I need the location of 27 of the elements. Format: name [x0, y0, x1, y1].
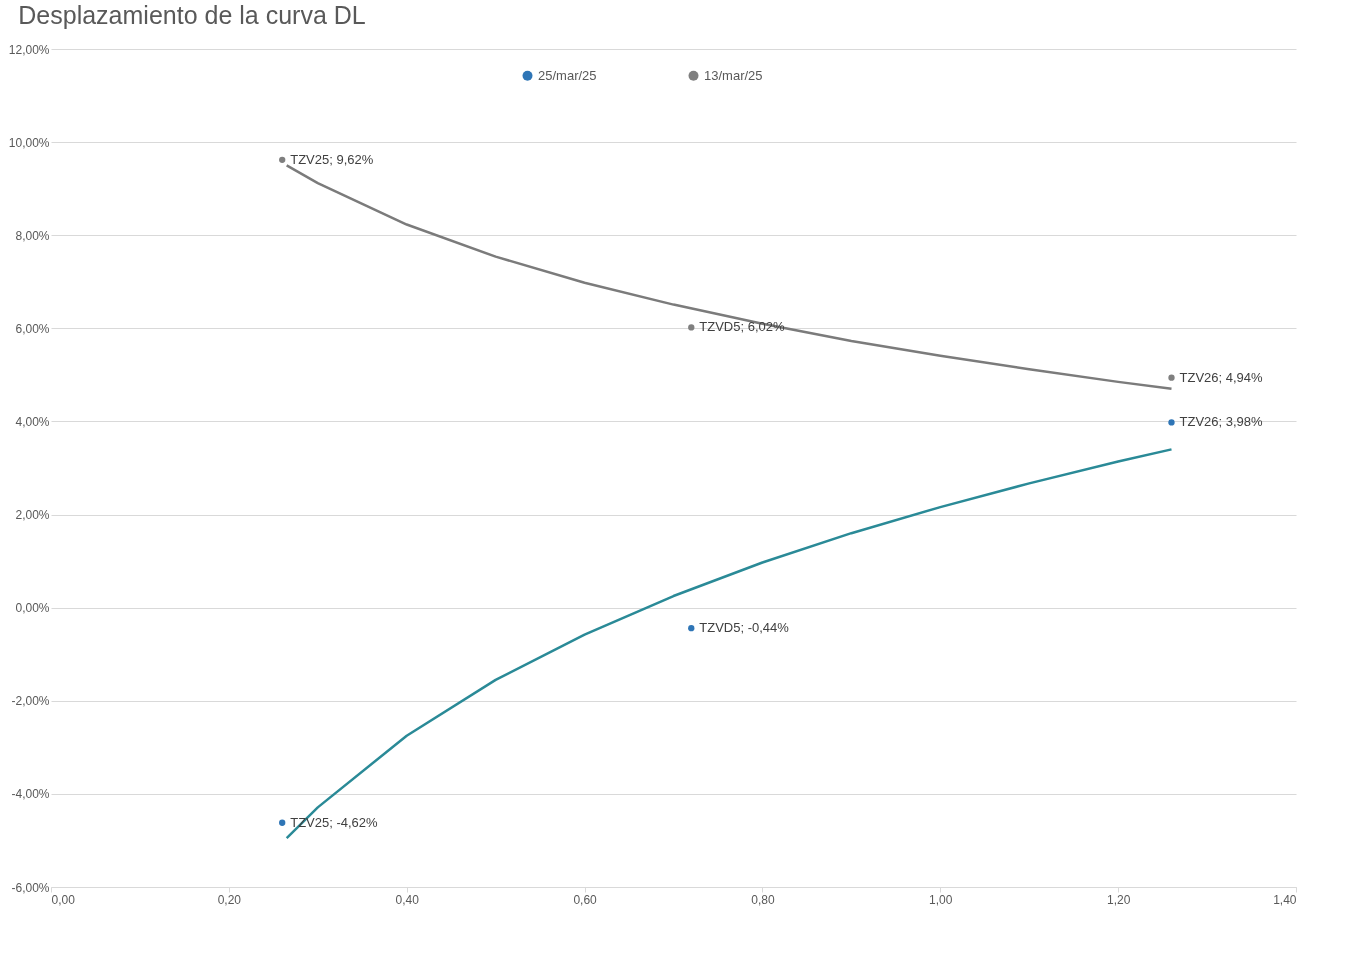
- y-tick-label: -6,00%: [11, 880, 50, 895]
- y-tick-label: 8,00%: [15, 228, 50, 243]
- y-tick-label: 2,00%: [15, 508, 50, 523]
- y-tick-label: 0,00%: [15, 601, 50, 616]
- y-tick-label: 12,00%: [8, 42, 50, 57]
- y-tick-label: 10,00%: [8, 135, 50, 150]
- x-tick-label: 0,40: [395, 892, 420, 907]
- y-tick-label: 4,00%: [15, 414, 50, 429]
- x-tick-label: 0,20: [217, 892, 242, 907]
- y-tick-label: 6,00%: [15, 321, 50, 336]
- x-tick-label: 1,00: [929, 892, 953, 907]
- line-series: [285, 164, 1173, 391]
- data-label: TZV25; 9,62%: [290, 151, 374, 167]
- legend-label: 25/mar/25: [538, 67, 597, 83]
- data-label: TZV26; 3,98%: [1179, 414, 1264, 430]
- chart-title: Desplazamiento de la curva DL: [18, 1, 366, 29]
- y-tick-label: -2,00%: [11, 694, 50, 709]
- x-tick-label: 1,20: [1106, 892, 1131, 907]
- legend-label: 13/mar/25: [704, 67, 763, 83]
- data-label: TZVD5; -0,44%: [699, 620, 790, 636]
- y-tick-label: -4,00%: [11, 787, 50, 802]
- data-label: TZV26; 4,94%: [1179, 369, 1264, 385]
- x-tick-label: 0,60: [573, 892, 598, 907]
- x-tick-label: 0,00: [51, 892, 76, 907]
- line-series: [285, 448, 1173, 840]
- x-tick-label: 1,40: [1273, 892, 1297, 907]
- x-tick-label: 0,80: [751, 892, 775, 907]
